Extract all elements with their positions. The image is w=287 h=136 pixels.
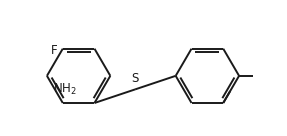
Text: F: F [51,44,58,57]
Text: S: S [131,72,139,86]
Text: NH$_2$: NH$_2$ [53,82,77,97]
